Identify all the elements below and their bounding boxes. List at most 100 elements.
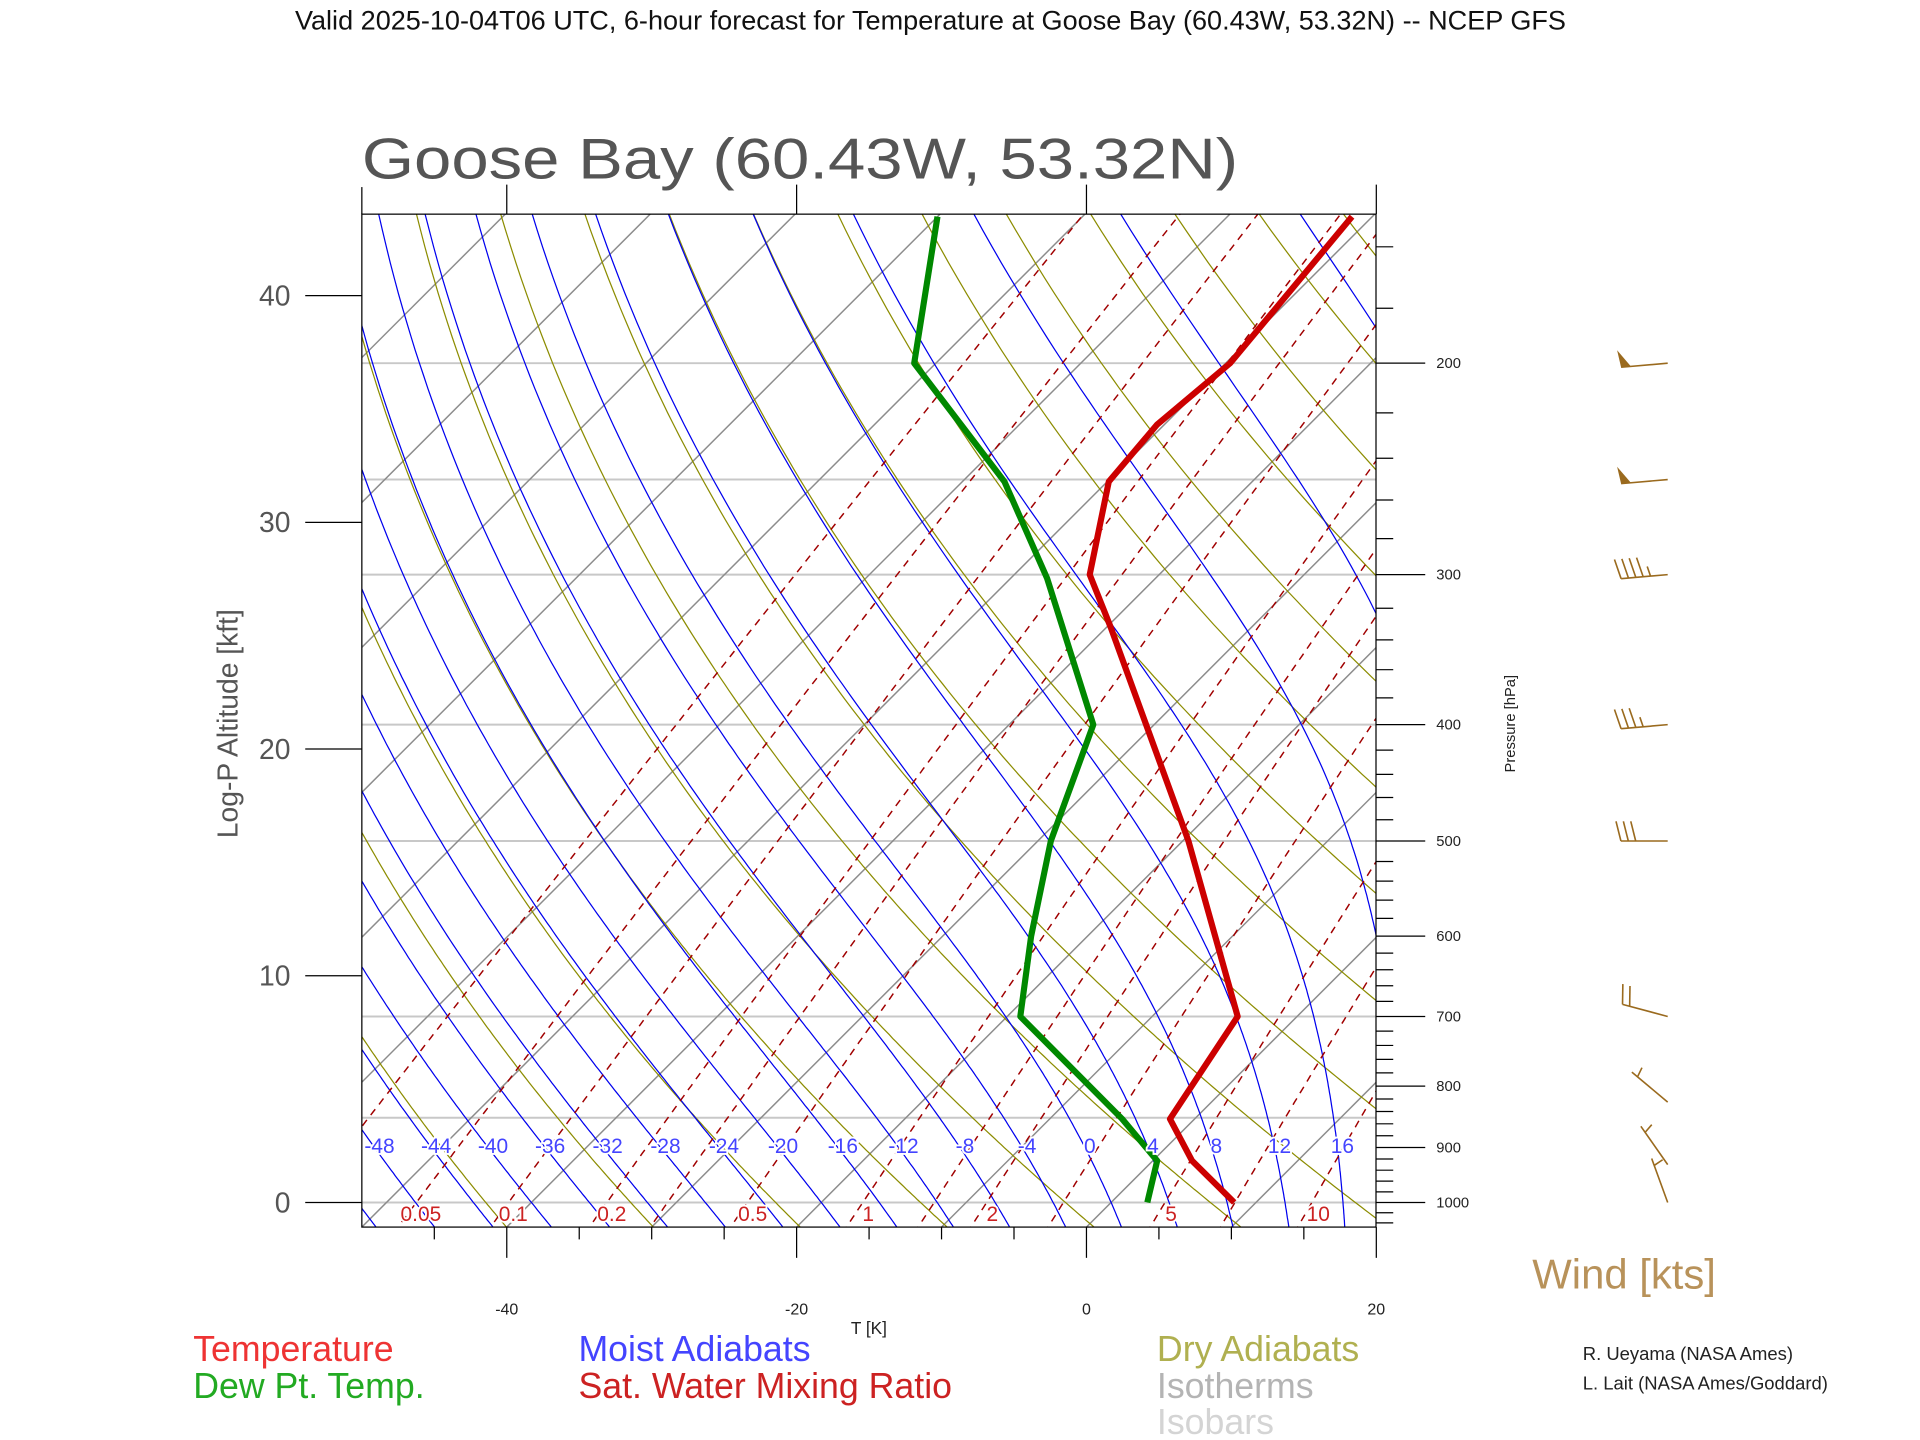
moist-adiabat-label: 12 xyxy=(1268,1135,1291,1158)
wind-barb-staff xyxy=(1631,1071,1669,1103)
moist-adiabat-label: -28 xyxy=(650,1135,680,1158)
altitude-tick-label: 20 xyxy=(259,733,290,765)
moist-adiabat-label: 0 xyxy=(1084,1135,1096,1158)
mixing-ratio-line xyxy=(1386,177,1920,1233)
x-tick-label: -20 xyxy=(785,1301,808,1318)
isotherm-line xyxy=(1515,177,1920,1233)
credit-2: L. Lait (NASA Ames/Goddard) xyxy=(1583,1373,1828,1394)
wind-barb-pennant xyxy=(1617,350,1631,368)
wind-barb-staff xyxy=(1621,573,1668,580)
dry-adiabat-line xyxy=(415,214,1095,1228)
wind-barb-staff xyxy=(1621,723,1668,730)
wind-barb xyxy=(1613,557,1668,580)
isotherm-line xyxy=(1230,1081,1376,1228)
wind-barb xyxy=(1631,1067,1669,1103)
wind-barb-half xyxy=(1653,1159,1664,1167)
legend-isotherms: Isotherms xyxy=(1157,1366,1314,1406)
credit-1: R. Ueyama (NASA Ames) xyxy=(1583,1343,1793,1364)
dry-adiabat-line xyxy=(837,214,1376,895)
wind-barb xyxy=(1613,707,1668,730)
dry-adiabat-line xyxy=(1647,177,1920,1233)
wind-barb-full xyxy=(1628,707,1637,728)
wind-barb-staff xyxy=(1621,478,1668,485)
isotherm-line xyxy=(361,214,797,649)
wind-barb-staff xyxy=(1650,1158,1669,1203)
mixing-ratio-line xyxy=(845,459,1376,1228)
mixing-ratio-line xyxy=(917,547,1376,1228)
legend-dewpoint: Dew Pt. Temp. xyxy=(193,1366,424,1406)
moist-adiabat-line xyxy=(361,789,669,1228)
pressure-tick-label: 400 xyxy=(1436,718,1461,734)
wind-barb xyxy=(1617,466,1668,485)
mixing-ratio-line xyxy=(649,233,1376,1228)
mixing-ratio-label: 0.2 xyxy=(597,1203,626,1226)
wind-barb-half xyxy=(1636,1067,1643,1078)
wind-label: Wind [kts] xyxy=(1532,1251,1716,1298)
mixing-ratio-label: 0.5 xyxy=(738,1203,767,1226)
wind-barb xyxy=(1640,1124,1669,1166)
pressure-axis-label: Pressure [hPa] xyxy=(1503,675,1519,773)
wind-barb-half xyxy=(1639,716,1644,728)
mixing-ratio-line xyxy=(489,214,1259,1228)
mixing-ratio-line xyxy=(588,214,1342,1228)
dry-adiabat-line xyxy=(361,334,949,1228)
mixing-ratio-label: 1 xyxy=(862,1203,874,1226)
mixing-ratio-line xyxy=(1453,177,1920,1233)
moist-adiabat-line xyxy=(361,467,841,1228)
pressure-tick-label: 300 xyxy=(1436,568,1461,584)
mixing-ratio-label: 10 xyxy=(1307,1203,1330,1226)
mixing-ratio-line xyxy=(1047,717,1376,1228)
pressure-tick-label: 600 xyxy=(1436,929,1461,945)
altitude-axis-label: Log-P Altitude [kft] xyxy=(212,609,244,838)
moist-adiabat-line xyxy=(361,1048,494,1228)
wind-barb-staff xyxy=(1622,1003,1668,1018)
moist-adiabat-line xyxy=(361,879,611,1228)
isotherm-line xyxy=(361,214,942,794)
moist-adiabat-line xyxy=(752,214,1290,1228)
mixing-ratio-label: 5 xyxy=(1165,1203,1177,1226)
legend-isobars: Isobars xyxy=(1157,1402,1274,1440)
dry-adiabat-line xyxy=(1729,177,1920,1233)
dry-adiabat-line xyxy=(1564,177,1920,1233)
pressure-tick-label: 700 xyxy=(1436,1009,1461,1025)
legend-mixing-ratio: Sat. Water Mixing Ratio xyxy=(578,1366,952,1406)
dry-adiabat-line xyxy=(668,214,1376,1110)
altitude-tick-label: 40 xyxy=(259,279,290,311)
dry-adiabat-line xyxy=(1342,214,1376,257)
wind-barb-full xyxy=(1622,821,1630,842)
dry-adiabat-line xyxy=(500,214,1242,1228)
dry-adiabat-line xyxy=(1399,177,1920,1233)
isotherm-line xyxy=(940,791,1376,1228)
moist-adiabat-line xyxy=(475,214,1067,1228)
x-tick-label: 0 xyxy=(1082,1301,1091,1318)
dry-adiabat-line xyxy=(1812,177,1920,1233)
moist-adiabat-line xyxy=(531,214,1123,1228)
mixing-ratio-line xyxy=(1149,860,1376,1228)
page-title: Valid 2025-10-04T06 UTC, 6-hour forecast… xyxy=(295,5,1566,36)
altitude-tick-label: 10 xyxy=(259,960,290,992)
profiles xyxy=(911,214,1355,1205)
dry-adiabat-line xyxy=(1481,177,1920,1233)
wind-barb-pennant xyxy=(1617,466,1631,484)
pressure-tick-label: 1000 xyxy=(1436,1195,1469,1211)
dry-adiabat-line xyxy=(1005,214,1376,683)
isotherm-line xyxy=(650,501,1376,1228)
moist-adiabat-label: -32 xyxy=(593,1135,623,1158)
altitude-tick-label: 0 xyxy=(275,1186,291,1218)
pressure-tick-label: 500 xyxy=(1436,834,1461,850)
moist-adiabat-line xyxy=(361,1128,436,1228)
legend-moist-adiabats: Moist Adiabats xyxy=(578,1329,810,1369)
pressure-tick-label: 900 xyxy=(1436,1140,1461,1156)
legend-temperature: Temperature xyxy=(193,1329,393,1369)
dry-adiabat-line xyxy=(584,214,1376,1220)
isotherm-line xyxy=(361,214,1086,939)
moist-adiabat-line xyxy=(361,965,553,1228)
wind-barb-full xyxy=(1613,709,1622,729)
mixing-ratio-label: 0.05 xyxy=(401,1203,442,1226)
moist-adiabat-line xyxy=(1299,214,1376,329)
moist-adiabat-line xyxy=(361,323,898,1228)
dry-adiabat-line xyxy=(361,1035,508,1228)
isotherm-line xyxy=(795,646,1376,1228)
isotherm-line xyxy=(1375,1226,1376,1228)
